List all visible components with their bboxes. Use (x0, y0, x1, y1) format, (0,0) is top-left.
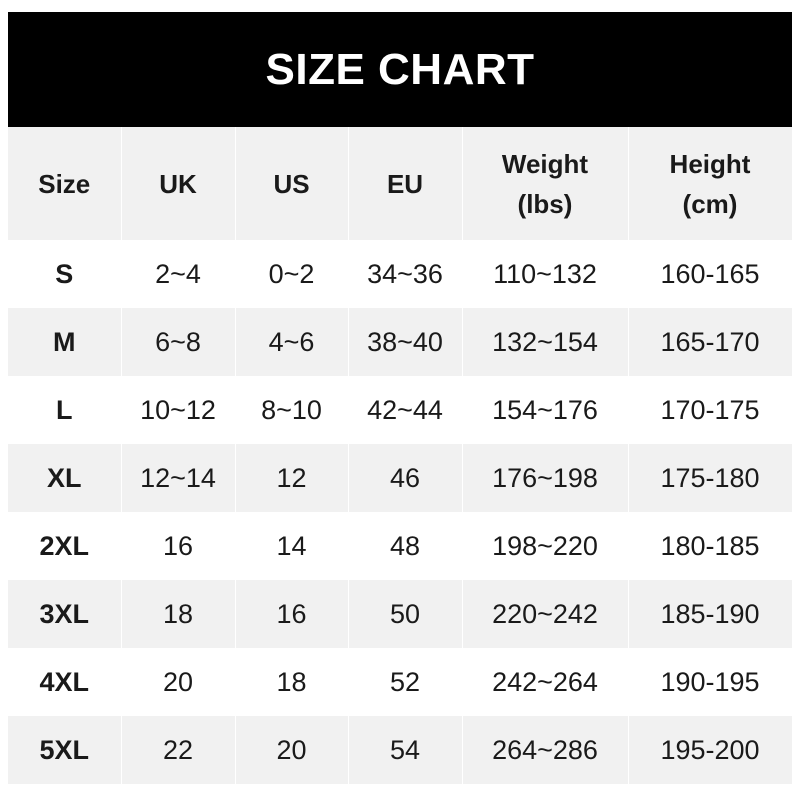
cell-eu: 38~40 (348, 308, 463, 376)
cell-us: 16 (235, 580, 349, 648)
cell-uk: 2~4 (121, 240, 236, 308)
cell-height: 180-185 (628, 512, 793, 580)
header-weight: Weight (lbs) (462, 127, 629, 240)
cell-uk: 22 (121, 716, 236, 784)
cell-us: 0~2 (235, 240, 349, 308)
cell-weight: 110~132 (462, 240, 629, 308)
cell-uk: 16 (121, 512, 236, 580)
cell-us: 12 (235, 444, 349, 512)
cell-uk: 10~12 (121, 376, 236, 444)
cell-us: 20 (235, 716, 349, 784)
cell-us: 8~10 (235, 376, 349, 444)
cell-size: 2XL (8, 512, 122, 580)
table-row: L 10~12 8~10 42~44 154~176 170-175 (8, 376, 793, 444)
cell-weight: 242~264 (462, 648, 629, 716)
table-row: 2XL 16 14 48 198~220 180-185 (8, 512, 793, 580)
cell-height: 170-175 (628, 376, 793, 444)
table-row: M 6~8 4~6 38~40 132~154 165-170 (8, 308, 793, 376)
table-row: 3XL 18 16 50 220~242 185-190 (8, 580, 793, 648)
header-uk: UK (121, 127, 236, 240)
cell-height: 185-190 (628, 580, 793, 648)
header-height-line1: Height (669, 148, 751, 179)
size-chart-table: Size UK US EU Weight (lbs) Height (cm) S 2~… (8, 127, 793, 784)
cell-uk: 12~14 (121, 444, 236, 512)
cell-us: 18 (235, 648, 349, 716)
table-row: S 2~4 0~2 34~36 110~132 160-165 (8, 240, 793, 308)
cell-eu: 50 (348, 580, 463, 648)
cell-height: 175-180 (628, 444, 793, 512)
cell-uk: 6~8 (121, 308, 236, 376)
cell-eu: 42~44 (348, 376, 463, 444)
table-row: 4XL 20 18 52 242~264 190-195 (8, 648, 793, 716)
cell-size: XL (8, 444, 122, 512)
cell-us: 4~6 (235, 308, 349, 376)
table-row: 5XL 22 20 54 264~286 195-200 (8, 716, 793, 784)
header-eu: EU (348, 127, 463, 240)
header-size: Size (8, 127, 122, 240)
size-chart-title: SIZE CHART (8, 12, 792, 127)
cell-eu: 46 (348, 444, 463, 512)
cell-size: 4XL (8, 648, 122, 716)
header-row: Size UK US EU Weight (lbs) Height (cm) (8, 127, 793, 240)
cell-eu: 54 (348, 716, 463, 784)
cell-size: L (8, 376, 122, 444)
cell-size: 3XL (8, 580, 122, 648)
cell-eu: 34~36 (348, 240, 463, 308)
header-height-line2: (cm) (682, 188, 738, 219)
cell-weight: 176~198 (462, 444, 629, 512)
cell-height: 190-195 (628, 648, 793, 716)
header-weight-line2: (lbs) (517, 188, 573, 219)
cell-size: M (8, 308, 122, 376)
cell-height: 160-165 (628, 240, 793, 308)
cell-size: S (8, 240, 122, 308)
cell-eu: 48 (348, 512, 463, 580)
cell-weight: 154~176 (462, 376, 629, 444)
cell-weight: 220~242 (462, 580, 629, 648)
cell-height: 195-200 (628, 716, 793, 784)
cell-uk: 20 (121, 648, 236, 716)
cell-weight: 264~286 (462, 716, 629, 784)
cell-eu: 52 (348, 648, 463, 716)
cell-us: 14 (235, 512, 349, 580)
cell-weight: 132~154 (462, 308, 629, 376)
table-row: XL 12~14 12 46 176~198 175-180 (8, 444, 793, 512)
cell-uk: 18 (121, 580, 236, 648)
cell-weight: 198~220 (462, 512, 629, 580)
header-weight-line1: Weight (501, 148, 589, 179)
cell-height: 165-170 (628, 308, 793, 376)
header-us: US (235, 127, 349, 240)
header-height: Height (cm) (628, 127, 793, 240)
cell-size: 5XL (8, 716, 122, 784)
